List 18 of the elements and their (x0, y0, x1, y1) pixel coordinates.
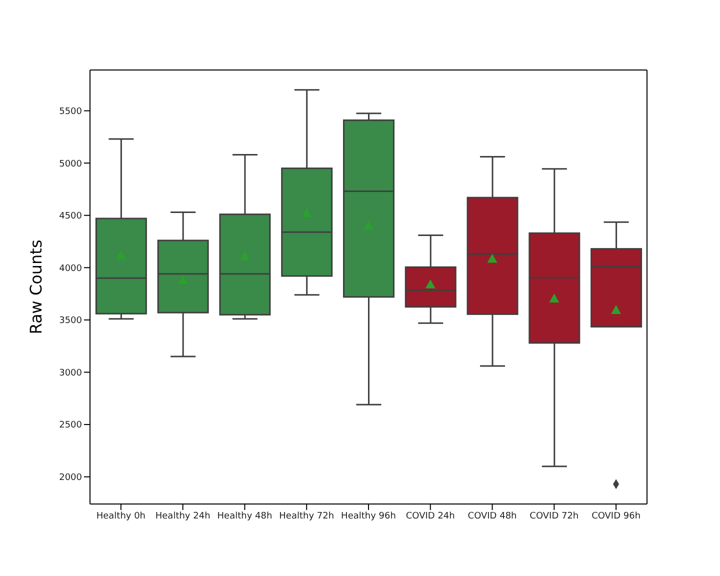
y-tick-label: 3000 (59, 368, 82, 378)
y-tick-label: 2500 (59, 420, 82, 431)
x-tick-label: Healthy 0h (96, 511, 146, 522)
y-tick-label: 4000 (59, 264, 82, 274)
y-tick-label: 4500 (59, 212, 82, 222)
y-tick-label: 5500 (59, 106, 82, 117)
x-tick-label: COVID 96h (592, 511, 641, 522)
x-tick-label: Healthy 72h (279, 511, 334, 522)
x-tick-label: Healthy 96h (341, 511, 396, 522)
x-tick-label: COVID 24h (406, 511, 455, 522)
x-tick-label: COVID 72h (530, 511, 579, 522)
x-tick-label: COVID 48h (468, 511, 517, 522)
x-tick-label: Healthy 24h (155, 511, 210, 522)
y-tick-label: 2000 (59, 473, 82, 484)
y-axis-title: Raw Counts (26, 240, 46, 334)
y-tick-label: 5000 (59, 159, 82, 170)
x-tick-label: Healthy 48h (217, 511, 272, 522)
y-tick-label: 3500 (59, 316, 82, 326)
